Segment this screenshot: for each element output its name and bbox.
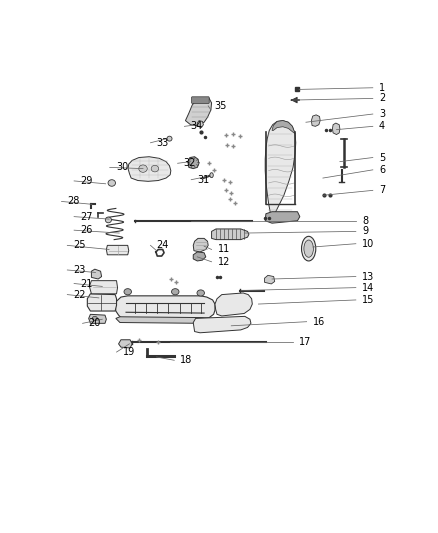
Text: 22: 22 bbox=[74, 289, 86, 300]
FancyBboxPatch shape bbox=[191, 97, 209, 103]
Polygon shape bbox=[332, 123, 340, 134]
Text: 11: 11 bbox=[218, 245, 230, 254]
Text: 25: 25 bbox=[74, 240, 86, 251]
Polygon shape bbox=[92, 269, 102, 279]
Text: 31: 31 bbox=[197, 175, 209, 185]
Text: 33: 33 bbox=[156, 138, 169, 148]
Text: 7: 7 bbox=[379, 185, 385, 196]
Polygon shape bbox=[188, 157, 199, 168]
Text: 15: 15 bbox=[362, 295, 374, 305]
Text: 20: 20 bbox=[88, 318, 101, 328]
Text: 14: 14 bbox=[362, 282, 374, 293]
Text: 32: 32 bbox=[184, 158, 196, 168]
Polygon shape bbox=[115, 296, 215, 319]
Ellipse shape bbox=[304, 240, 314, 257]
Ellipse shape bbox=[105, 217, 111, 223]
Polygon shape bbox=[88, 314, 106, 324]
Ellipse shape bbox=[301, 236, 316, 261]
Text: 9: 9 bbox=[362, 227, 368, 237]
Ellipse shape bbox=[210, 173, 213, 177]
Polygon shape bbox=[119, 340, 132, 348]
Text: 30: 30 bbox=[116, 163, 128, 172]
Polygon shape bbox=[265, 276, 275, 284]
Text: 24: 24 bbox=[156, 240, 169, 251]
Text: 18: 18 bbox=[180, 356, 193, 365]
Polygon shape bbox=[193, 317, 251, 333]
Polygon shape bbox=[265, 212, 300, 223]
Polygon shape bbox=[265, 120, 296, 221]
Polygon shape bbox=[87, 294, 117, 311]
Text: 12: 12 bbox=[218, 257, 230, 267]
Text: 35: 35 bbox=[214, 101, 227, 111]
Text: 4: 4 bbox=[379, 122, 385, 131]
Text: 6: 6 bbox=[379, 165, 385, 175]
Text: 28: 28 bbox=[67, 197, 80, 206]
Text: 1: 1 bbox=[379, 83, 385, 93]
Polygon shape bbox=[89, 281, 117, 294]
Ellipse shape bbox=[108, 180, 116, 186]
Text: 21: 21 bbox=[80, 279, 92, 288]
Polygon shape bbox=[128, 157, 171, 181]
Text: 5: 5 bbox=[379, 152, 385, 163]
Ellipse shape bbox=[167, 136, 172, 141]
Polygon shape bbox=[116, 317, 212, 324]
Ellipse shape bbox=[92, 317, 97, 320]
Polygon shape bbox=[197, 120, 203, 127]
Text: 13: 13 bbox=[362, 271, 374, 281]
Ellipse shape bbox=[151, 165, 159, 172]
Polygon shape bbox=[185, 98, 212, 126]
Text: 29: 29 bbox=[80, 176, 92, 186]
Text: 26: 26 bbox=[80, 225, 92, 235]
Ellipse shape bbox=[139, 165, 147, 172]
Text: 23: 23 bbox=[74, 265, 86, 275]
Text: 10: 10 bbox=[362, 239, 374, 249]
Text: 3: 3 bbox=[379, 109, 385, 119]
Text: 8: 8 bbox=[362, 216, 368, 226]
Polygon shape bbox=[106, 245, 129, 255]
Text: 19: 19 bbox=[123, 347, 135, 357]
Text: 16: 16 bbox=[313, 317, 325, 327]
Polygon shape bbox=[193, 252, 206, 261]
Text: 34: 34 bbox=[191, 122, 203, 131]
Ellipse shape bbox=[172, 289, 179, 295]
Text: 2: 2 bbox=[379, 93, 385, 103]
Text: 27: 27 bbox=[80, 212, 93, 222]
Polygon shape bbox=[272, 120, 295, 134]
Polygon shape bbox=[311, 115, 320, 126]
Ellipse shape bbox=[197, 290, 205, 296]
Polygon shape bbox=[215, 293, 252, 316]
Ellipse shape bbox=[124, 289, 131, 295]
Text: 17: 17 bbox=[299, 337, 311, 347]
Polygon shape bbox=[212, 229, 249, 240]
Polygon shape bbox=[193, 238, 208, 252]
